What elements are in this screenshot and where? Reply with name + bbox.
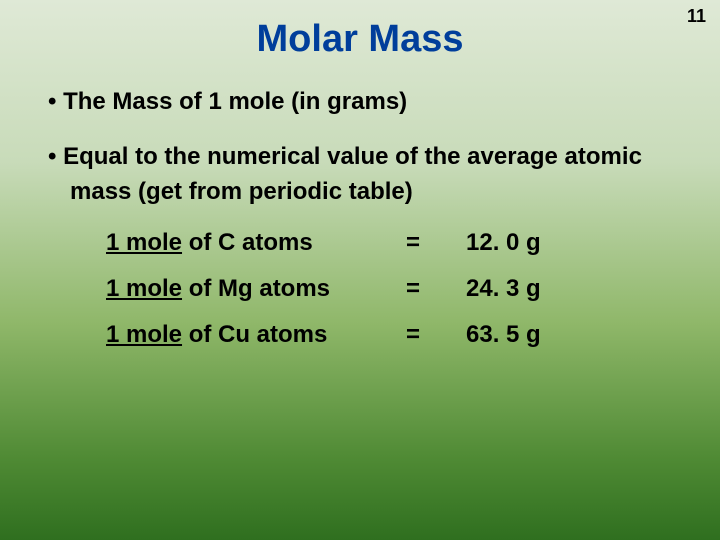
equals-sign: = (406, 275, 466, 303)
bullet-item: Equal to the numerical value of the aver… (48, 140, 680, 210)
example-lhs: 1 mole of C atoms (106, 229, 406, 257)
example-value: 63. 5 g (466, 321, 541, 349)
equals-sign: = (406, 321, 466, 349)
example-row: 1 mole of Mg atoms = 24. 3 g (106, 275, 720, 303)
equals-sign: = (406, 229, 466, 257)
example-value: 12. 0 g (466, 229, 541, 257)
bullet-item: The Mass of 1 mole (in grams) (48, 85, 680, 120)
example-row: 1 mole of Cu atoms = 63. 5 g (106, 321, 720, 349)
example-value: 24. 3 g (466, 275, 541, 303)
examples-table: 1 mole of C atoms = 12. 0 g 1 mole of Mg… (106, 229, 720, 349)
slide-title: Molar Mass (0, 0, 720, 85)
bullet-list: The Mass of 1 mole (in grams) Equal to t… (0, 85, 720, 209)
example-lhs: 1 mole of Mg atoms (106, 275, 406, 303)
example-lhs: 1 mole of Cu atoms (106, 321, 406, 349)
example-row: 1 mole of C atoms = 12. 0 g (106, 229, 720, 257)
slide: 11 Molar Mass The Mass of 1 mole (in gra… (0, 0, 720, 540)
page-number: 11 (687, 6, 706, 27)
